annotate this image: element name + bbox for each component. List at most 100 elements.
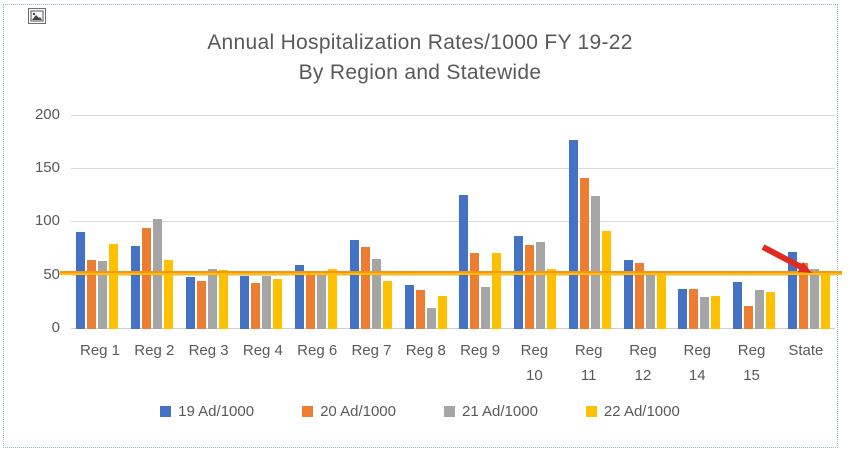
bar [262, 276, 272, 329]
bar [755, 290, 765, 329]
legend-label: 20 Ad/1000 [320, 403, 396, 420]
bar [185, 277, 195, 329]
bar [645, 273, 655, 329]
bar [601, 231, 611, 329]
bar [514, 236, 524, 329]
chart-title-line1: Annual Hospitalization Rates/1000 FY 19-… [207, 31, 633, 54]
x-tick-label-reg-15: Reg 15 [728, 338, 776, 388]
y-tick-label: 200 [34, 106, 60, 123]
bar [437, 296, 447, 329]
x-tick-label-line: 11 [580, 367, 597, 384]
bar [678, 289, 688, 329]
bar [536, 242, 546, 329]
bar [163, 260, 173, 329]
bar [623, 260, 633, 329]
bar [766, 292, 776, 329]
y-tick-label: 100 [34, 212, 60, 229]
gridline-200 [71, 115, 835, 116]
bar [426, 308, 436, 329]
bar [87, 260, 96, 329]
bar [733, 282, 743, 329]
x-tick-label-line: Reg 7 [351, 342, 392, 359]
bar [196, 281, 206, 329]
bar [98, 261, 107, 329]
bar [371, 259, 381, 329]
y-tick-label: 50 [43, 266, 60, 283]
chart-title-line2: By Region and Statewide [298, 61, 542, 84]
bar-group-reg-4 [240, 115, 283, 329]
bar [459, 195, 469, 329]
reference-line [60, 271, 842, 275]
bar [328, 269, 338, 329]
bar-group-reg-9 [459, 115, 502, 329]
y-tick-label: 150 [34, 159, 60, 176]
bar [130, 246, 140, 329]
x-tick-label-line: State [788, 342, 824, 359]
bar [711, 296, 721, 329]
legend-label: 19 Ad/1000 [178, 403, 255, 420]
legend-label: 21 Ad/1000 [462, 403, 538, 420]
bar [109, 244, 118, 329]
x-tick-label-line: 10 [526, 367, 543, 384]
x-tick-label-line: Reg 3 [188, 342, 229, 359]
bar-group-reg-1 [76, 115, 118, 329]
x-tick-label-line: Reg 8 [405, 342, 446, 359]
x-tick-label-line: 14 [688, 367, 706, 384]
bar-group-reg-7 [349, 115, 392, 329]
bar [470, 253, 480, 329]
bar [317, 274, 327, 329]
x-tick-label-reg-3: Reg 3 [185, 338, 233, 388]
bar [76, 232, 85, 329]
bar [820, 271, 830, 329]
bar [547, 269, 557, 329]
bar [240, 276, 250, 329]
bar [590, 196, 600, 329]
bar [798, 263, 808, 329]
legend-item-19-ad: 19 Ad/1000 [160, 403, 254, 420]
bar [700, 297, 710, 329]
y-axis: 200 150 100 50 0 [16, 106, 60, 336]
selection-border [3, 4, 838, 448]
bar [306, 275, 316, 329]
bar [744, 306, 754, 329]
bar [349, 240, 359, 329]
gridline-100 [71, 221, 835, 222]
bar [689, 289, 699, 329]
bar [415, 290, 425, 329]
bar [481, 287, 491, 329]
x-tick-label-reg-1: Reg 1 [76, 338, 124, 388]
trend-arrow-annotation [755, 240, 821, 287]
x-tick-label-reg-14: Reg 14 [673, 338, 721, 388]
chart-title: Annual Hospitalization Rates/1000 FY 19-… [0, 28, 840, 88]
gridline-150 [71, 168, 835, 169]
plot-area [60, 115, 842, 329]
legend-item-22-ad: 22 Ad/1000 [585, 403, 680, 420]
x-tick-label-line: Reg 2 [134, 342, 175, 359]
bar [251, 283, 261, 329]
x-tick-label-line: Reg [737, 342, 766, 359]
bar [141, 228, 151, 329]
bar [382, 281, 392, 329]
bar [579, 178, 589, 329]
x-tick-label-line: Reg 1 [79, 342, 121, 359]
legend: 19 Ad/1000 20 Ad/1000 21 Ad/1000 22 Ad/1000 [0, 403, 840, 420]
image-placeholder-icon [28, 8, 46, 24]
bar-group-reg-10 [514, 115, 557, 329]
x-tick-label-reg-8: Reg 8 [402, 338, 450, 388]
bar [273, 279, 283, 329]
bar [404, 285, 414, 329]
x-tick-label-line: Reg 9 [460, 342, 501, 359]
legend-marker-icon [444, 406, 455, 417]
bar-group-reg-15 [733, 115, 776, 329]
bar [360, 247, 370, 329]
x-tick-label-reg-10: Reg 10 [510, 338, 558, 388]
x-tick-label-reg-9: Reg 9 [456, 338, 504, 388]
legend-marker-icon [585, 406, 597, 417]
gridline-50 [71, 275, 835, 276]
x-tick-label-line: Reg [520, 342, 549, 359]
x-tick-label-line: Reg [683, 342, 712, 359]
bar [656, 271, 666, 329]
bar-group-reg-6 [295, 115, 338, 329]
bar [218, 270, 228, 329]
